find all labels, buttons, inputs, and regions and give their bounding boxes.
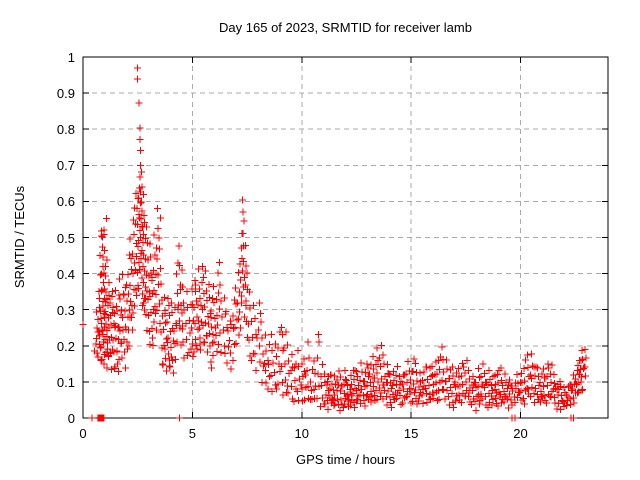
y-axis-label: SRMTID / TECUs bbox=[12, 185, 27, 289]
x-tick-label: 20 bbox=[513, 426, 528, 441]
x-tick-label: 0 bbox=[79, 426, 87, 441]
y-tick-label: 0 bbox=[67, 411, 75, 426]
y-tick-label: 0.8 bbox=[56, 122, 75, 138]
data-points-plus-markers bbox=[79, 64, 590, 422]
y-tick-label: 1 bbox=[67, 50, 75, 65]
y-tick-label: 0.4 bbox=[56, 266, 75, 282]
axis-tick-marks bbox=[82, 56, 608, 419]
chart-title: Day 165 of 2023, SRMTID for receiver lam… bbox=[219, 20, 472, 35]
y-tick-label: 0.3 bbox=[56, 302, 75, 318]
y-tick-label: 0.5 bbox=[56, 230, 75, 246]
y-tick-label: 0.9 bbox=[56, 86, 75, 102]
x-axis-label: GPS time / hours bbox=[296, 452, 395, 467]
y-tick-label: 0.1 bbox=[56, 374, 75, 390]
x-tick-label: 15 bbox=[403, 426, 419, 441]
x-tick-label: 10 bbox=[294, 426, 309, 441]
data-point-square-marker bbox=[97, 414, 105, 422]
y-tick-label: 0.7 bbox=[56, 158, 75, 174]
y-tick-label: 0.6 bbox=[56, 194, 75, 210]
y-tick-label: 0.2 bbox=[56, 338, 75, 354]
x-tick-label: 5 bbox=[188, 426, 196, 441]
